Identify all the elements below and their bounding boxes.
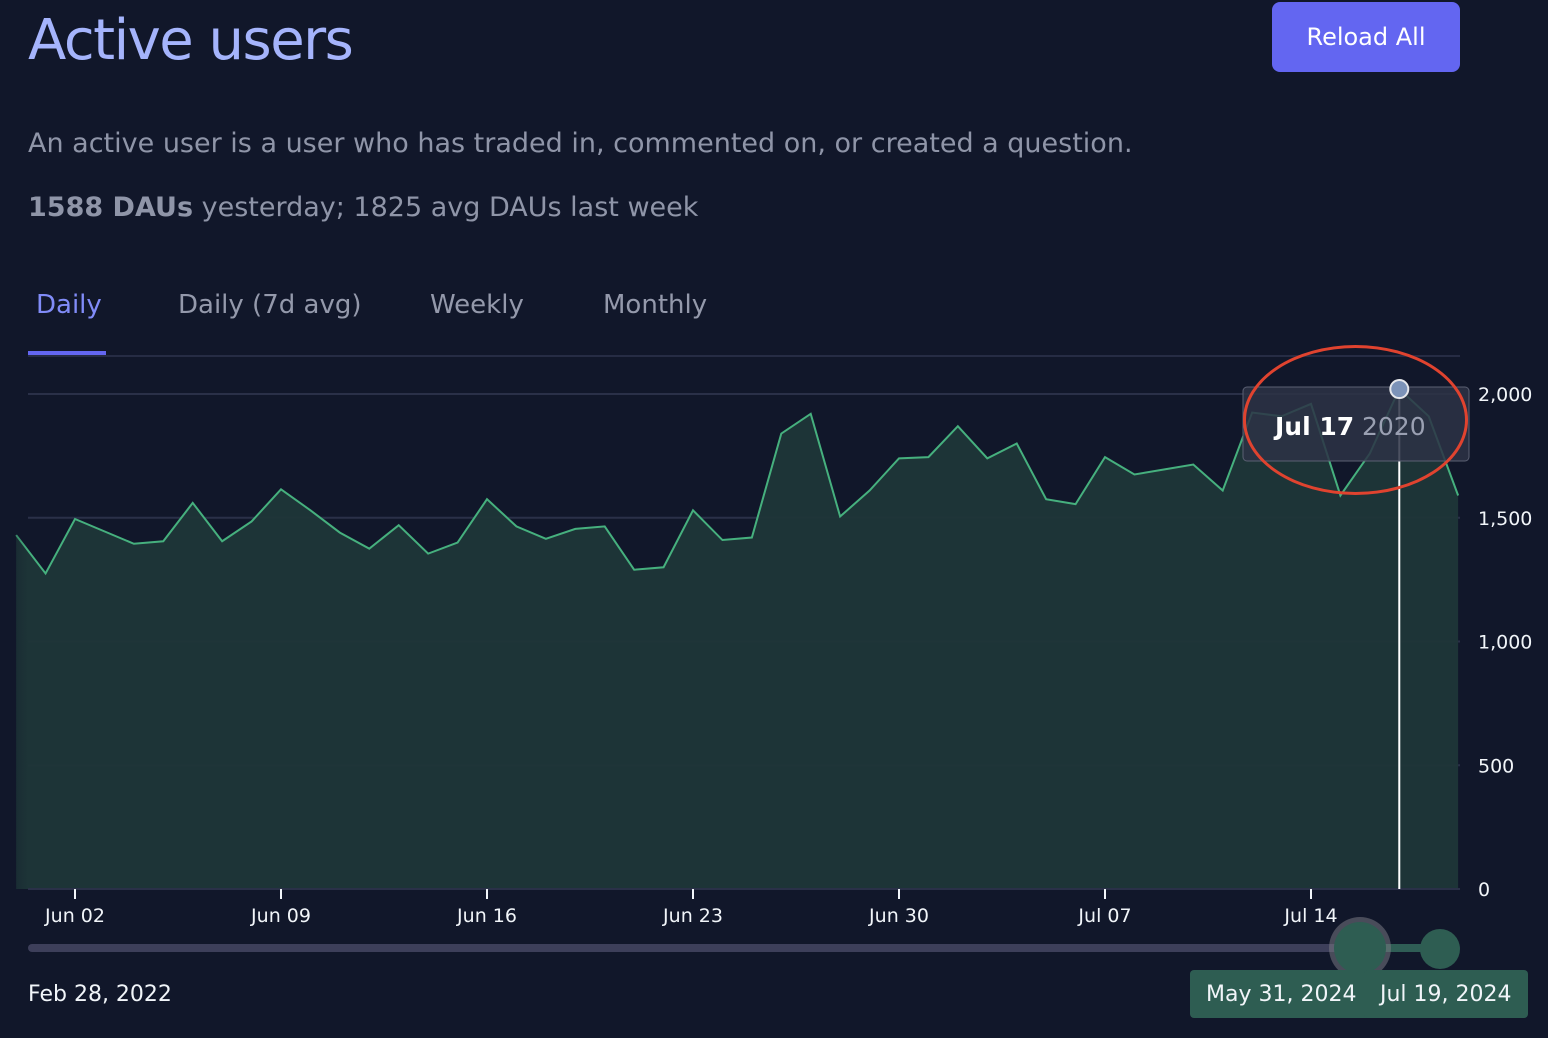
x-tick-label: Jul 07 [1077,905,1131,927]
description: An active user is a user who has traded … [28,128,1133,159]
data-point [631,567,637,573]
y-tick-label: 2,000 [1478,384,1532,406]
data-point [1190,462,1196,468]
series-line [15,387,1460,576]
data-point [1102,454,1108,460]
data-point [984,455,990,461]
range-min-date: Feb 28, 2022 [28,982,172,1007]
data-point [513,523,519,529]
data-point [572,526,578,532]
data-point [808,411,814,417]
data-point [1455,492,1461,498]
range-start-handle[interactable] [1334,922,1386,974]
tooltip-value: 2020 [1362,412,1426,441]
data-point [925,454,931,460]
date-range-selection [1360,944,1440,952]
active-users-chart[interactable]: 0 500 1,000 1,500 2,000 Jun 02 Jun 09 Jun 16 Jun… [0,340,1548,940]
data-point [131,541,137,547]
x-tick-label: Jul 14 [1283,905,1337,927]
data-point [1220,488,1226,494]
data-point [101,528,107,534]
data-point [661,564,667,570]
data-point [719,537,725,543]
hover-point [1389,379,1410,400]
data-point [1131,471,1137,477]
dau-week-summary: yesterday; 1825 avg DAUs last week [193,192,699,223]
range-start-date: May 31, 2024 [1190,970,1373,1018]
y-tick-label: 500 [1478,755,1514,777]
x-tick-label: Jun 09 [250,905,311,927]
data-point [455,540,461,546]
data-point [278,486,284,492]
range-end-date: Jul 19, 2024 [1364,970,1528,1018]
data-point [366,546,372,552]
left-fade [0,490,28,890]
data-point [1161,466,1167,472]
data-point [337,530,343,536]
dau-stats: 1588 DAUs yesterday; 1825 avg DAUs last … [28,192,698,223]
data-point [1043,496,1049,502]
data-point [955,423,961,429]
tab-weekly[interactable]: Weekly [430,290,524,320]
x-tick-label: Jun 16 [456,905,517,927]
data-point [1014,441,1020,447]
data-point [160,538,166,544]
area-fill [16,389,1459,889]
data-point [249,518,255,524]
page-title: Active users [28,8,354,73]
data-point [837,514,843,520]
data-point [690,507,696,513]
x-tick-label: Jun 02 [44,905,105,927]
data-point [484,496,490,502]
reload-all-button[interactable]: Reload All [1272,2,1460,72]
data-point [425,551,431,557]
data-point [43,570,49,576]
data-point [602,523,608,529]
tab-daily[interactable]: Daily [36,290,102,320]
data-point [190,500,196,506]
data-point [396,522,402,528]
data-point [1073,501,1079,507]
y-tick-label: 1,500 [1478,508,1532,530]
data-point [867,488,873,494]
tab-monthly[interactable]: Monthly [603,290,708,320]
x-tick-label: Jun 23 [662,905,723,927]
data-point [1337,492,1343,498]
data-point [749,535,755,541]
data-point [543,536,549,542]
data-point [219,538,225,544]
data-point [896,455,902,461]
y-tick-label: 1,000 [1478,632,1532,654]
dau-yesterday: 1588 DAUs [28,192,194,223]
data-point [778,431,784,437]
active-tab-indicator [28,351,106,355]
tooltip-date: Jul 17 [1273,412,1354,441]
tabs-divider [28,355,1460,357]
y-tick-label: 0 [1478,879,1490,901]
range-end-handle[interactable] [1420,929,1460,969]
x-tick-label: Jun 30 [868,905,929,927]
date-range-slider[interactable] [28,944,1460,952]
tab-daily-7d-avg[interactable]: Daily (7d avg) [178,290,362,320]
data-point [72,516,78,522]
data-point [307,507,313,513]
